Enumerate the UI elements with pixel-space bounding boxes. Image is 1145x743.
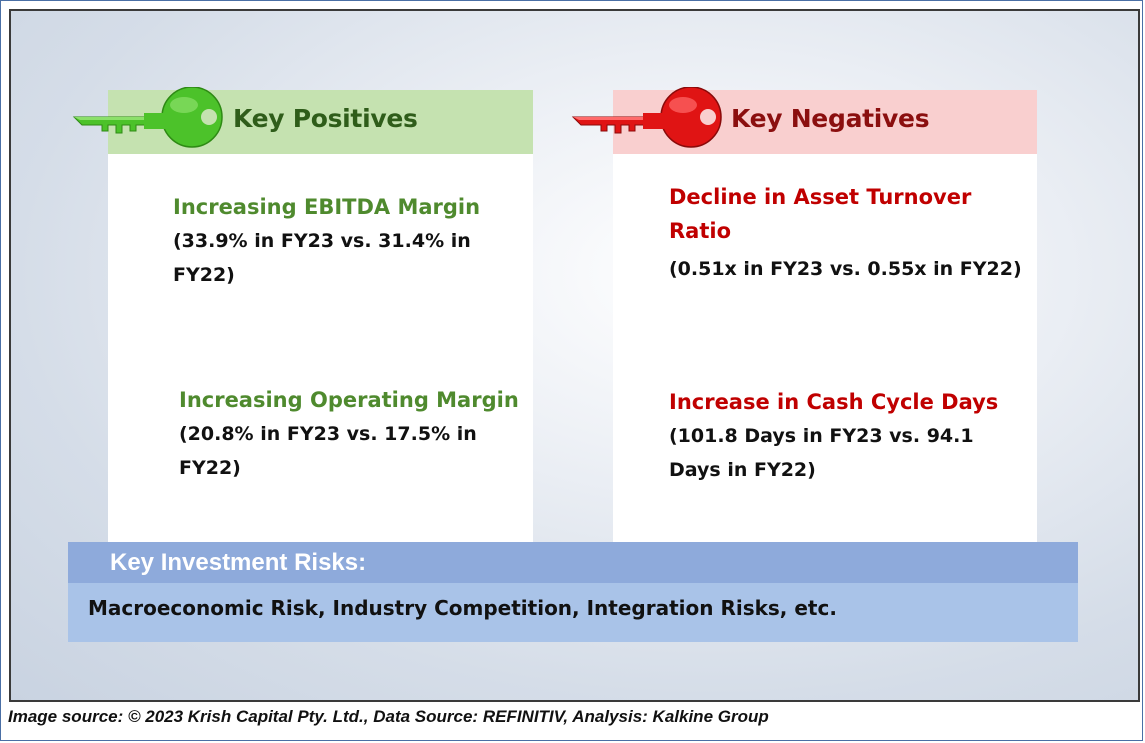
key-negatives-title: Key Negatives xyxy=(731,104,930,133)
negative-1-detail-line1: (0.51x in FY23 vs. 0.55x in FY22) xyxy=(669,258,1022,280)
positive-1-detail-line1: (33.9% in FY23 vs. 31.4% in xyxy=(173,230,471,252)
negative-2-detail-line2: Days in FY22) xyxy=(669,459,816,481)
negative-1-title-line1: Decline in Asset Turnover xyxy=(669,185,972,209)
negative-2-title: Increase in Cash Cycle Days xyxy=(669,390,999,414)
positive-2-detail-line1: (20.8% in FY23 vs. 17.5% in xyxy=(179,423,477,445)
key-investment-risks-box: Key Investment Risks: Macroeconomic Risk… xyxy=(68,542,1078,642)
risks-title: Key Investment Risks: xyxy=(110,549,367,576)
negative-2-detail-line1: (101.8 Days in FY23 vs. 94.1 xyxy=(669,425,974,447)
positive-1-detail-line2: FY22) xyxy=(173,264,235,286)
positive-2-detail-line2: FY22) xyxy=(179,457,241,479)
negative-1-title-line2: Ratio xyxy=(669,219,732,243)
green-key-icon xyxy=(72,87,223,148)
risks-text: Macroeconomic Risk, Industry Competition… xyxy=(88,596,837,620)
source-caption: Image source: © 2023 Krish Capital Pty. … xyxy=(8,707,769,726)
risks-header: Key Investment Risks: xyxy=(68,542,1078,583)
red-key-icon xyxy=(571,87,722,148)
negative-card-2: Increase in Cash Cycle Days (101.8 Days … xyxy=(613,346,1037,542)
positive-1-title: Increasing EBITDA Margin xyxy=(173,195,481,219)
key-positives-title: Key Positives xyxy=(233,104,418,133)
positive-2-title: Increasing Operating Margin xyxy=(179,388,519,412)
positive-card-2: Increasing Operating Margin (20.8% in FY… xyxy=(108,346,533,542)
